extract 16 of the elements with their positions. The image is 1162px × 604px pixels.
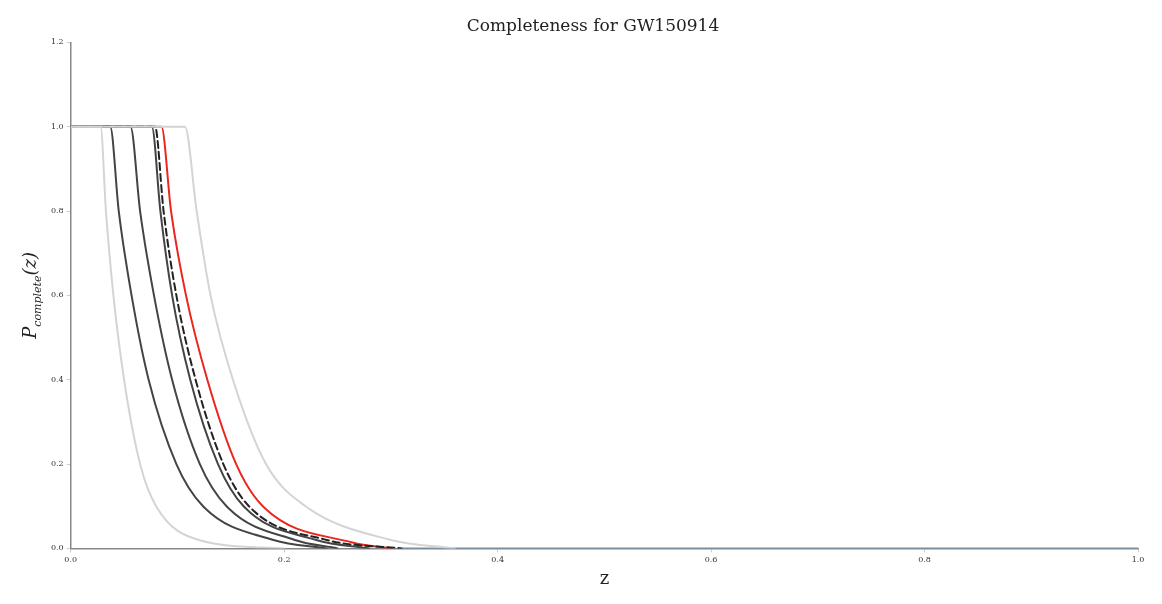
y-axis-title: Pcomplete(z)	[19, 251, 44, 340]
y-tick-label: 0.4	[50, 374, 64, 384]
x-tick-label: 1.0	[1131, 555, 1145, 565]
chart-title: Completeness for GW150914	[466, 14, 720, 35]
y-tick-label: 0.8	[50, 206, 64, 216]
x-tick-label: 0.2	[277, 555, 291, 565]
y-tick-label: 0.2	[50, 459, 64, 469]
x-tick-label: 0.0	[64, 555, 78, 565]
y-tick-label: 0.0	[50, 543, 64, 553]
x-tick-label: 0.6	[704, 555, 718, 565]
y-tick-label: 1.0	[50, 121, 64, 131]
y-tick-label: 0.6	[50, 290, 64, 300]
x-axis-title: z	[599, 567, 610, 589]
x-tick-label: 0.4	[491, 555, 504, 565]
x-tick-label: 0.8	[918, 555, 931, 565]
y-tick-label: 1.2	[50, 37, 64, 47]
